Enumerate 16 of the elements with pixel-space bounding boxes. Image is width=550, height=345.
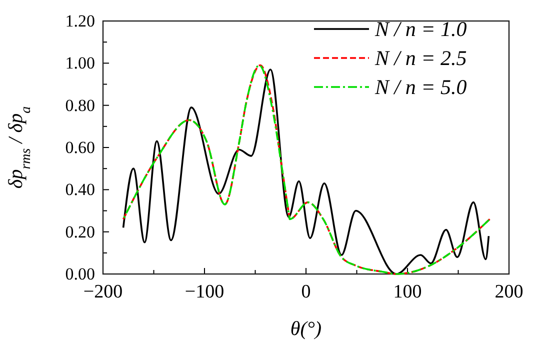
legend-label: N / n = 5.0 [374,75,468,99]
x-tick-label: 0 [301,281,311,302]
y-tick-label: 0.20 [65,222,95,242]
y-tick-label: 0.40 [65,180,95,200]
x-tick-label: −100 [184,281,224,302]
x-tick-label: −200 [83,281,123,302]
y-tick-label: 1.00 [65,54,95,73]
y-tick-label: 0.00 [65,264,95,284]
y-tick-label: 0.60 [65,138,95,157]
legend-label: N / n = 1.0 [374,17,468,41]
x-axis-title: θ(°) [290,318,322,340]
y-tick-label: 1.20 [65,11,95,30]
y-tick-label: 0.80 [65,96,95,115]
x-tick-label: 100 [393,281,422,302]
legend-label: N / n = 2.5 [374,46,467,70]
x-tick-label: 200 [494,281,524,302]
